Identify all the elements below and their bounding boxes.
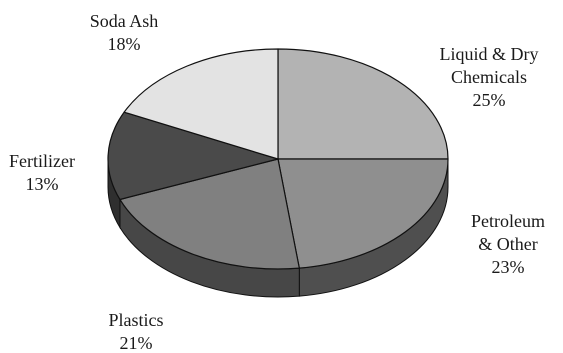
pie-slice-2 [119, 158, 300, 270]
slice-name: Chemicals [451, 67, 527, 87]
pie-labels: Liquid & Dry Chemicals 25% Petroleum & Other… [9, 11, 545, 353]
slice-name: & Other [478, 234, 537, 254]
pie-slice-0 [277, 48, 449, 160]
slice-percent: 21% [120, 333, 153, 353]
pie-slice-4 [123, 48, 279, 160]
slice-label-4: Soda Ash 18% [90, 11, 159, 54]
pie-slices [107, 48, 449, 270]
slice-percent: 23% [492, 257, 525, 277]
slice-name: Petroleum [471, 211, 545, 231]
slice-name: Soda Ash [90, 11, 159, 31]
slice-label-0: Liquid & Dry Chemicals 25% [440, 44, 539, 110]
slice-label-2: Plastics 21% [108, 310, 163, 353]
slice-percent: 13% [26, 174, 59, 194]
slice-label-1: Petroleum & Other 23% [471, 211, 545, 277]
pie-slice-3 [107, 111, 279, 201]
slice-label-3: Fertilizer 13% [9, 151, 75, 194]
slice-name: Fertilizer [9, 151, 75, 171]
slice-percent: 25% [473, 90, 506, 110]
slice-name: Plastics [108, 310, 163, 330]
slice-name: Liquid & Dry [440, 44, 539, 64]
slice-percent: 18% [108, 34, 141, 54]
pie-slice-1 [277, 158, 449, 269]
